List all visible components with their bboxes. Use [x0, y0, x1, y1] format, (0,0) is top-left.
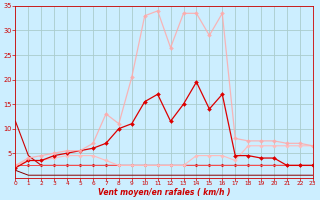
- X-axis label: Vent moyen/en rafales ( km/h ): Vent moyen/en rafales ( km/h ): [98, 188, 230, 197]
